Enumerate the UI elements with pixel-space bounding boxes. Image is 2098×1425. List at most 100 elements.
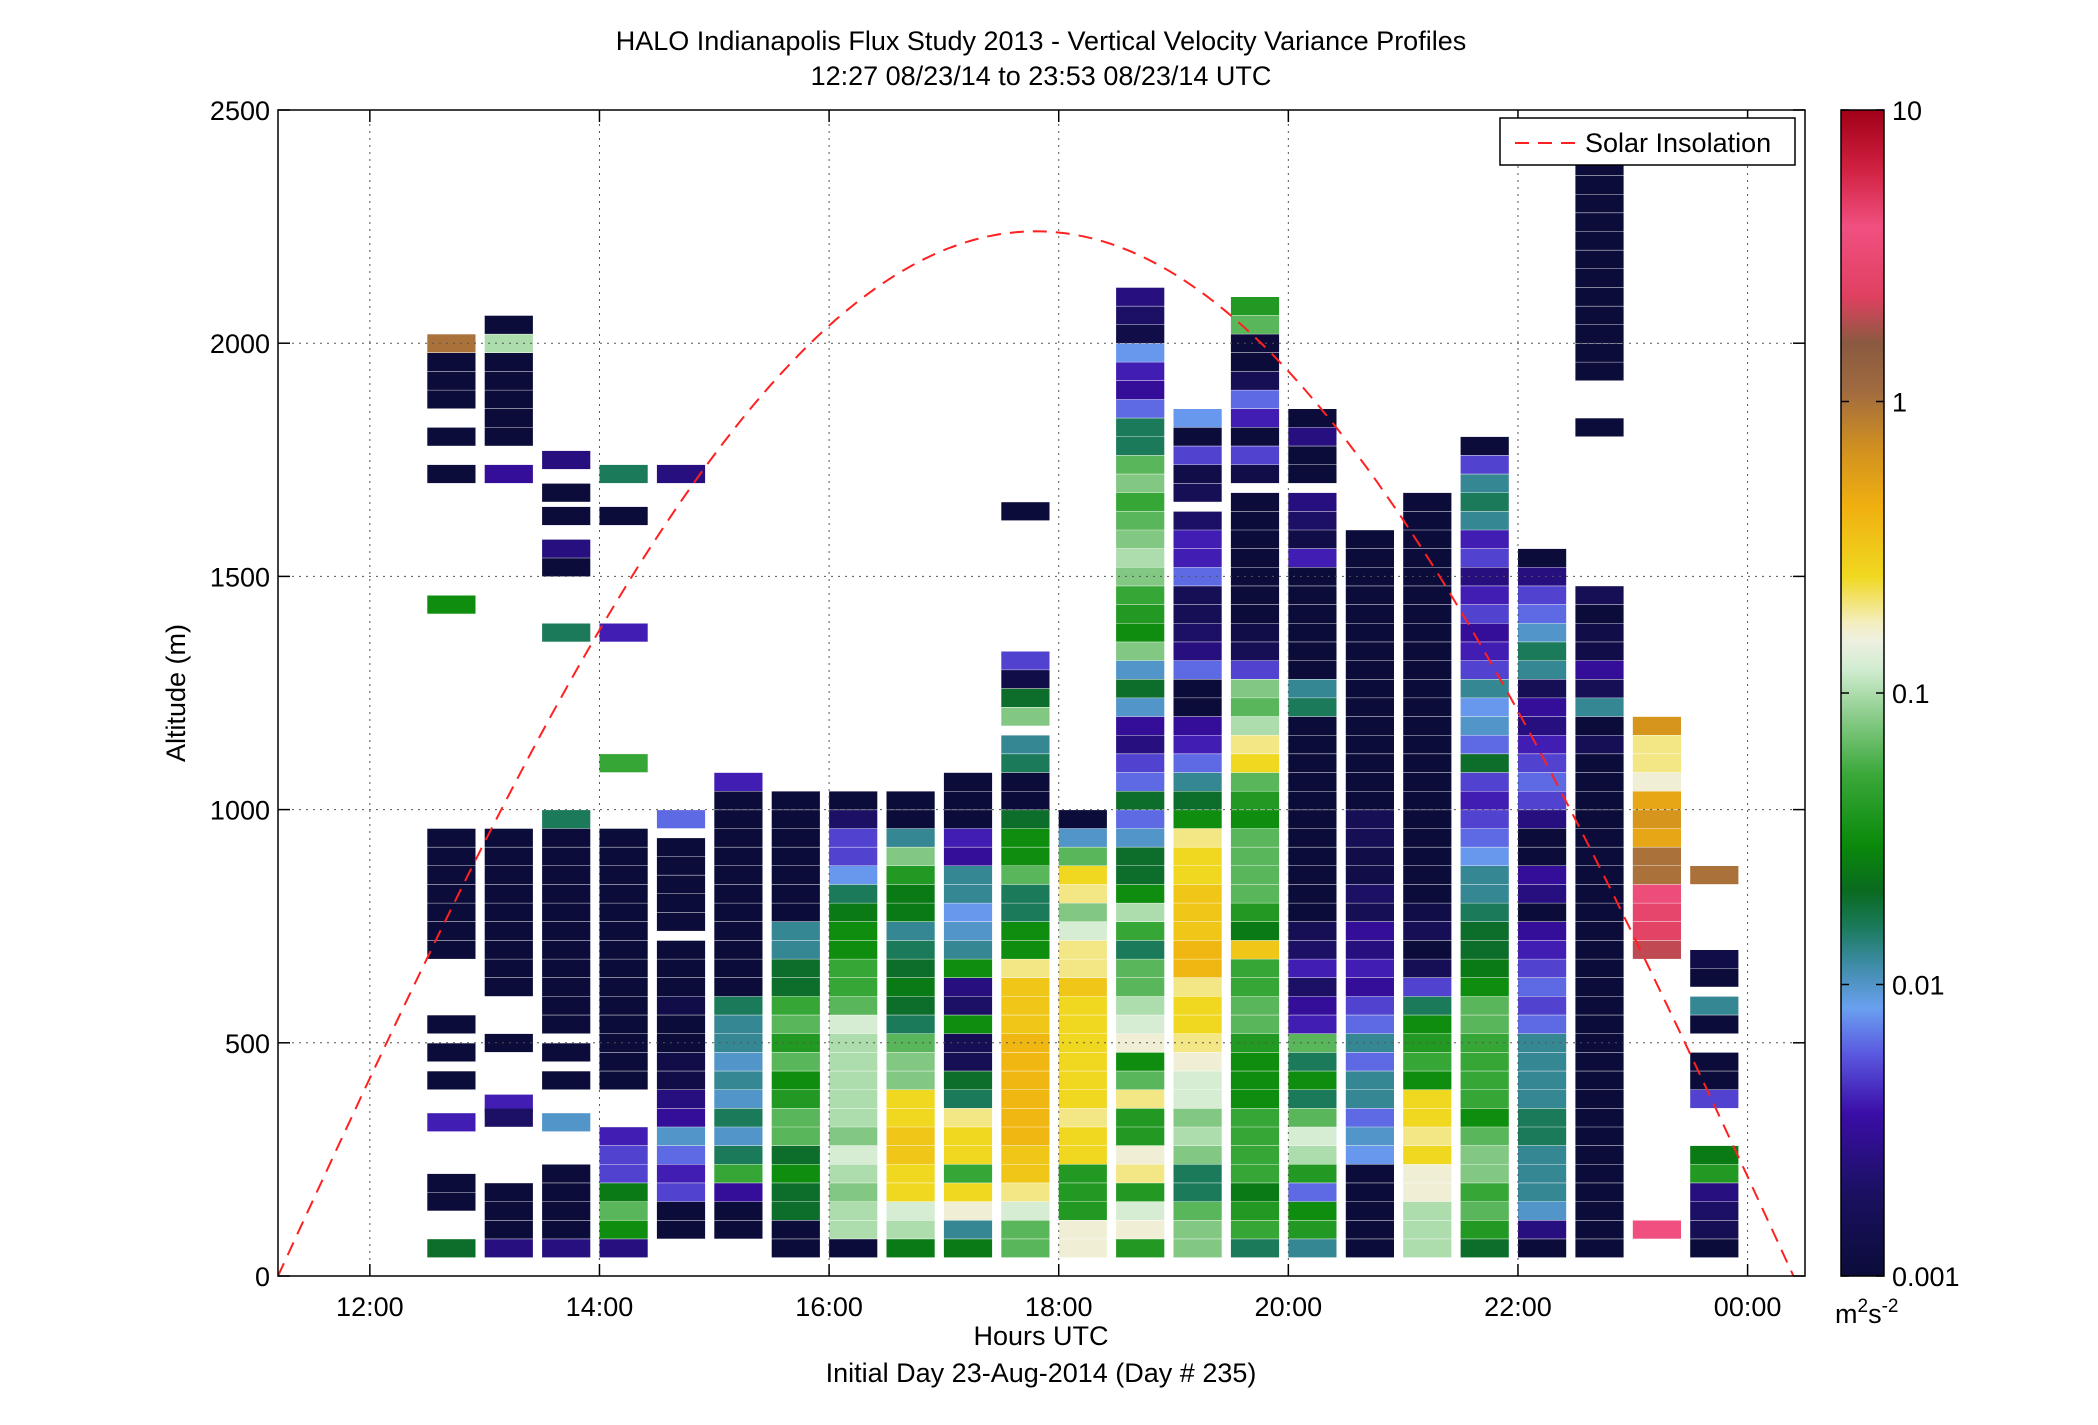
y-tick-label: 1000: [210, 796, 270, 826]
x-axis: 12:00 14:00 16:00 18:00 20:00 22:00 00:00: [336, 110, 1781, 1322]
heatmap-cell: [1518, 679, 1567, 698]
heatmap-cell: [1518, 660, 1567, 679]
heatmap-cell: [542, 978, 591, 997]
heatmap-cell: [1575, 772, 1624, 791]
heatmap-cell: [542, 1239, 591, 1258]
heatmap-cell: [1575, 754, 1624, 773]
legend: Solar Insolation: [1499, 117, 1796, 166]
heatmap-cell: [484, 371, 533, 390]
heatmap-cell: [1288, 409, 1337, 428]
heatmap-cell: [542, 810, 591, 829]
heatmap-cell: [1230, 866, 1280, 885]
heatmap-cell: [1173, 679, 1222, 698]
heatmap-cell: [656, 978, 706, 997]
heatmap-cell: [542, 1113, 591, 1132]
heatmap-cell: [1116, 754, 1165, 773]
heatmap-cell: [1288, 511, 1337, 530]
heatmap-cell: [427, 903, 476, 922]
heatmap-cell: [771, 791, 820, 810]
heatmap-cell: [1001, 959, 1050, 978]
heatmap-cell: [1518, 548, 1567, 568]
heatmap-cell: [1288, 940, 1337, 959]
heatmap-cell: [1173, 940, 1222, 959]
heatmap-cell: [1173, 604, 1222, 624]
heatmap-cell: [1288, 586, 1337, 605]
heatmap-cell: [484, 940, 533, 959]
heatmap-cell: [1230, 586, 1280, 605]
heatmap-cell: [484, 315, 533, 334]
heatmap-cell: [484, 1220, 533, 1239]
heatmap-cell: [1288, 959, 1337, 978]
heatmap-cell: [886, 791, 935, 810]
heatmap-cell: [1116, 1201, 1165, 1220]
heatmap-cell: [1230, 353, 1280, 372]
heatmap-cell: [829, 1201, 878, 1220]
heatmap-cell: [1632, 847, 1681, 866]
heatmap-cell: [1001, 754, 1050, 773]
heatmap-cell: [1345, 1239, 1394, 1258]
heatmap-cell: [599, 464, 648, 484]
heatmap-cell: [771, 940, 820, 959]
heatmap-cell: [1230, 791, 1280, 810]
heatmap-cell: [542, 828, 591, 847]
heatmap-cell: [829, 1183, 878, 1202]
heatmap-cell: [1575, 1220, 1624, 1239]
heatmap-cell: [599, 922, 648, 941]
heatmap-cell: [1460, 1183, 1509, 1202]
heatmap-cell: [1690, 1239, 1739, 1258]
heatmap-cell: [1403, 660, 1452, 679]
heatmap-cell: [1690, 1052, 1739, 1071]
heatmap-cell: [542, 1043, 591, 1062]
heatmap-cell: [1230, 978, 1280, 997]
heatmap-cell: [886, 1052, 935, 1071]
heatmap-cell: [1518, 978, 1567, 997]
heatmap-cell: [886, 996, 935, 1015]
heatmap-cell: [1058, 1164, 1107, 1183]
heatmap-cell: [1345, 586, 1394, 605]
heatmap-cell: [1116, 884, 1165, 903]
y-tick-label: 2000: [210, 329, 270, 359]
heatmap-cell: [1460, 772, 1509, 791]
heatmap-cell: [1288, 978, 1337, 997]
heatmap-cell: [886, 866, 935, 885]
chart-title-line2: 12:27 08/23/14 to 23:53 08/23/14 UTC: [811, 61, 1272, 91]
heatmap-cell: [1632, 810, 1681, 829]
heatmap-cell: [484, 1239, 533, 1258]
heatmap-cell: [542, 1201, 591, 1220]
heatmap-cell: [1345, 866, 1394, 885]
heatmap-cell: [1288, 903, 1337, 922]
heatmap-cell: [1173, 660, 1222, 679]
heatmap-cell: [599, 1015, 648, 1034]
heatmap-cell: [1116, 306, 1165, 325]
heatmap-cell: [1001, 828, 1050, 847]
heatmap-cell: [542, 940, 591, 959]
y-tick-label: 1500: [210, 562, 270, 592]
heatmap-cell: [1345, 1127, 1394, 1146]
heatmap-cell: [1575, 1183, 1624, 1202]
heatmap-cell: [1345, 642, 1394, 661]
heatmap-cell: [1575, 978, 1624, 997]
heatmap-cell: [1460, 922, 1509, 941]
heatmap-cell: [1518, 1089, 1567, 1109]
heatmap-cell: [1230, 530, 1280, 549]
heatmap-cell: [1230, 334, 1280, 353]
heatmap-cell: [1632, 866, 1681, 885]
heatmap-cell: [1058, 1033, 1107, 1053]
heatmap-cell: [1173, 623, 1222, 642]
heatmap-cell: [1230, 1015, 1280, 1034]
heatmap-cell: [771, 1220, 820, 1239]
heatmap-cell: [771, 1015, 820, 1034]
heatmap-cell: [1288, 1071, 1337, 1090]
x-tick-label: 14:00: [566, 1292, 634, 1322]
heatmap-cell: [1116, 381, 1165, 400]
heatmap-cell: [542, 558, 591, 577]
heatmap-cell: [656, 1145, 706, 1165]
heatmap-cell: [656, 1201, 706, 1220]
heatmap-cell: [771, 1127, 820, 1146]
heatmap-cell: [829, 940, 878, 959]
heatmap-cell: [1288, 1164, 1337, 1183]
heatmap-cell: [1116, 1220, 1165, 1239]
heatmap-cell: [1116, 1145, 1165, 1165]
heatmap-cell: [542, 1164, 591, 1183]
heatmap-cell: [1058, 996, 1107, 1015]
